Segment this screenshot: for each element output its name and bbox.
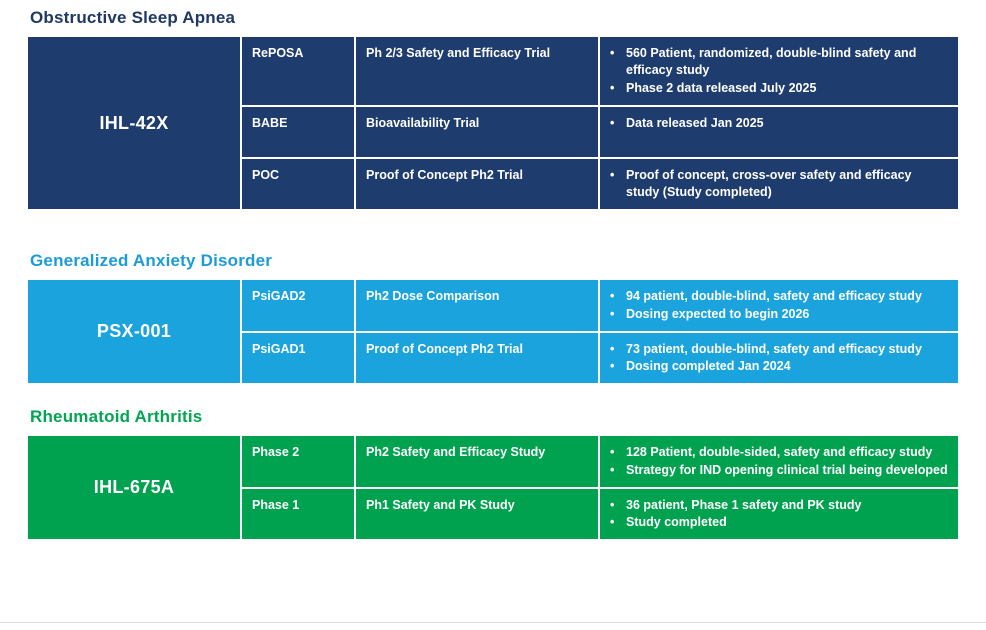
detail-item: • Strategy for IND opening clinical trial… <box>610 462 948 479</box>
trial-details: • 36 patient, Phase 1 safety and PK study… <box>600 488 958 540</box>
product-name-ihl675a: IHL-675A <box>28 436 240 540</box>
bullet-marker: • <box>610 497 615 512</box>
detail-text: 94 patient, double-blind, safety and eff… <box>626 289 922 304</box>
bullet-marker: • <box>610 115 615 130</box>
detail-item: • 94 patient, double-blind, safety and ef… <box>610 288 948 305</box>
osa-table: IHL-42X RePOSA Ph 2/3 Safety and Efficac… <box>28 37 958 210</box>
trial-code: RePOSA <box>242 37 354 105</box>
detail-text: 128 Patient, double-sided, safety and ef… <box>626 445 933 460</box>
detail-text: Data released Jan 2025 <box>626 115 764 130</box>
product-name-ihl42x: IHL-42X <box>28 37 240 210</box>
detail-item: • Study completed <box>610 514 948 531</box>
detail-item: • Data released Jan 2025 <box>610 115 948 132</box>
detail-text: Proof of concept, cross-over safety and … <box>626 167 912 199</box>
bullet-marker: • <box>610 515 615 529</box>
bullet-marker: • <box>610 46 615 60</box>
detail-item: • Dosing expected to begin 2026 <box>610 306 948 323</box>
bullet-marker: • <box>610 167 615 182</box>
trial-title: Proof of Concept Ph2 Trial <box>356 332 598 384</box>
detail-item: • 128 Patient, double-sided, safety and e… <box>610 444 948 461</box>
trial-details: • 560 Patient, randomized, double-blind s… <box>600 37 958 105</box>
trial-details: • 94 patient, double-blind, safety and ef… <box>600 280 958 331</box>
detail-text: Strategy for IND opening clinical trial … <box>626 462 948 477</box>
detail-item: • Proof of concept, cross-over safety and… <box>610 167 948 202</box>
detail-text: 560 Patient, randomized, double-blind sa… <box>626 46 917 78</box>
trial-title: Ph 2/3 Safety and Efficacy Trial <box>356 37 598 105</box>
detail-text: Dosing completed Jan 2024 <box>626 359 791 373</box>
bullet-marker: • <box>610 341 615 356</box>
product-name-psx001: PSX-001 <box>28 280 240 384</box>
bullet-marker: • <box>610 289 615 304</box>
trial-code: Phase 1 <box>242 488 354 540</box>
detail-text: 73 patient, double-blind, safety and eff… <box>626 341 922 356</box>
section-heading-ra: Rheumatoid Arthritis <box>30 407 203 427</box>
detail-item: • 36 patient, Phase 1 safety and PK study <box>610 497 948 514</box>
detail-item: • 560 Patient, randomized, double-blind s… <box>610 45 948 80</box>
trial-code: PsiGAD2 <box>242 280 354 331</box>
detail-item: • Dosing completed Jan 2024 <box>610 358 948 375</box>
bullet-marker: • <box>610 306 615 321</box>
trial-title: Ph1 Safety and PK Study <box>356 488 598 540</box>
trial-title: Bioavailability Trial <box>356 106 598 157</box>
trial-code: Phase 2 <box>242 436 354 487</box>
trial-title: Ph2 Safety and Efficacy Study <box>356 436 598 487</box>
ra-table: IHL-675A Phase 2 Ph2 Safety and Efficacy… <box>28 436 958 540</box>
section-heading-osa: Obstructive Sleep Apnea <box>30 8 236 27</box>
trial-title: Ph2 Dose Comparison <box>356 280 598 331</box>
trial-code: POC <box>242 158 354 210</box>
detail-item: • 73 patient, double-blind, safety and ef… <box>610 341 948 358</box>
bullet-marker: • <box>610 462 615 477</box>
trial-details: • 73 patient, double-blind, safety and ef… <box>600 332 958 384</box>
trial-details: • 128 Patient, double-sided, safety and e… <box>600 436 958 487</box>
detail-text: 36 patient, Phase 1 safety and PK study <box>626 497 862 512</box>
bullet-marker: • <box>610 80 615 95</box>
trial-details: • Proof of concept, cross-over safety and… <box>600 158 958 210</box>
detail-item: • Phase 2 data released July 2025 <box>610 80 948 97</box>
detail-text: Phase 2 data released July 2025 <box>626 80 817 95</box>
bullet-marker: • <box>610 359 615 373</box>
bottom-divider <box>0 622 986 623</box>
detail-text: Study completed <box>626 515 727 529</box>
trial-code: PsiGAD1 <box>242 332 354 384</box>
gad-table: PSX-001 PsiGAD2 Ph2 Dose Comparison • 94 … <box>28 280 958 384</box>
trial-details: • Data released Jan 2025 <box>600 106 958 157</box>
bullet-marker: • <box>610 445 615 460</box>
detail-text: Dosing expected to begin 2026 <box>626 306 810 321</box>
trial-code: BABE <box>242 106 354 157</box>
section-heading-gad: Generalized Anxiety Disorder <box>30 251 273 271</box>
trial-title: Proof of Concept Ph2 Trial <box>356 158 598 210</box>
